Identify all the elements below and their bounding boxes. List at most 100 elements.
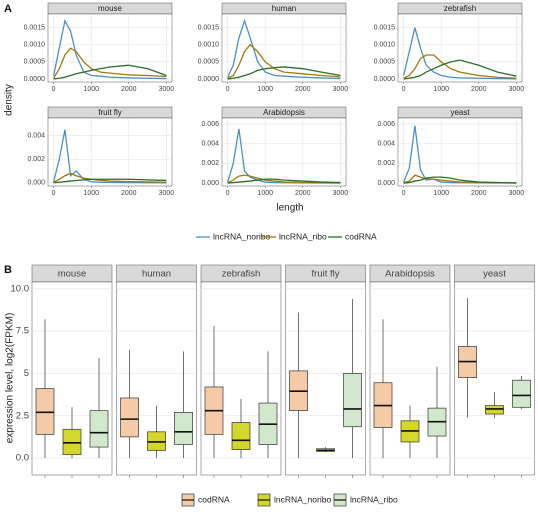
panel-label: A — [4, 3, 12, 15]
y-tick-label: 0.0005 — [198, 59, 220, 66]
strip-title: fruit fly — [312, 269, 340, 280]
x-tick-label: 1000 — [433, 190, 449, 197]
y-tick-label: 10.0 — [11, 283, 30, 294]
strip-title: fruit fly — [98, 108, 122, 117]
y-tick-label: 0.006 — [201, 121, 219, 128]
y-axis-title: density — [4, 84, 15, 116]
plot-area — [221, 117, 347, 187]
legend-label: lncRNA_ribo — [279, 231, 327, 241]
y-tick-label: 0.004 — [27, 133, 45, 140]
x-tick-label: 2000 — [295, 190, 311, 197]
x-tick-label: 0 — [226, 190, 230, 197]
y-tick-label: 0.002 — [27, 156, 45, 163]
box — [89, 410, 109, 448]
density-line — [53, 178, 167, 184]
y-tick-label: 0.000 — [377, 180, 395, 187]
density-line — [403, 176, 517, 184]
strip-title: yeast — [450, 108, 470, 117]
y-tick-label: 0.0015 — [24, 25, 46, 32]
legend-label: lncRNA_noribo — [274, 494, 331, 504]
x-tick-label: 0 — [402, 190, 406, 197]
strip-title: human — [142, 269, 171, 280]
y-tick-label: 0.0015 — [198, 25, 220, 32]
y-tick-label: 0.0005 — [374, 59, 396, 66]
y-tick-label: 0.0010 — [24, 42, 46, 49]
x-tick-label: 3000 — [509, 86, 525, 93]
density-line — [53, 47, 167, 79]
plot-area — [397, 13, 523, 83]
density-line — [403, 27, 517, 80]
y-tick-label: 0.0015 — [374, 25, 396, 32]
x-tick-label: 1000 — [257, 190, 273, 197]
box — [62, 428, 82, 456]
plot-area — [47, 117, 173, 187]
y-tick-label: 0.0010 — [374, 42, 396, 49]
y-tick-label: 0.0 — [16, 453, 29, 464]
density-line — [403, 54, 517, 79]
x-tick-label: 3000 — [509, 190, 525, 197]
box — [174, 412, 193, 445]
plot-area — [454, 281, 535, 476]
strip-title: zebrafish — [222, 269, 261, 280]
y-tick-label: 0.0005 — [24, 59, 46, 66]
y-tick-label: 0.004 — [377, 140, 395, 147]
x-tick-label: 3000 — [159, 190, 175, 197]
y-tick-label: 0.002 — [201, 160, 219, 167]
density-line — [227, 178, 341, 184]
y-tick-label: 0.006 — [377, 121, 395, 128]
y-tick-label: 0.0000 — [24, 76, 46, 83]
y-tick-label: 2.5 — [16, 410, 29, 421]
x-tick-label: 1000 — [257, 86, 273, 93]
x-tick-label: 1000 — [433, 86, 449, 93]
strip-title: yeast — [483, 269, 506, 280]
y-tick-label: 0.004 — [201, 140, 219, 147]
box — [485, 405, 504, 415]
density-line — [227, 43, 341, 79]
legend-label: lncRNA_ribo — [350, 494, 398, 504]
y-tick-label: 7.5 — [16, 326, 29, 337]
y-tick-label: 5 — [24, 368, 29, 379]
box — [35, 388, 55, 435]
x-tick-label: 1000 — [83, 86, 99, 93]
density-line — [53, 64, 167, 80]
box — [147, 431, 166, 451]
density-line — [227, 18, 341, 80]
legend-label: lncRNA_noribo — [213, 231, 270, 241]
strip-title: mouse — [98, 4, 123, 13]
strip-title: Arabidopsis — [385, 269, 435, 280]
density-line — [53, 18, 167, 80]
strip-title: mouse — [58, 269, 87, 280]
strip-title: human — [272, 4, 296, 13]
density-line — [53, 172, 167, 183]
density-line — [53, 129, 167, 184]
x-tick-label: 3000 — [333, 190, 349, 197]
x-tick-label: 2000 — [471, 86, 487, 93]
strip-title: zebrafish — [444, 4, 476, 13]
y-tick-label: 0.0000 — [198, 76, 220, 83]
x-tick-label: 0 — [52, 190, 56, 197]
y-tick-label: 0.0010 — [198, 42, 220, 49]
y-tick-label: 0.000 — [27, 180, 45, 187]
strip-title: Arabidopsis — [263, 108, 305, 117]
y-axis-title: expression level, log2(FPKM) — [5, 313, 16, 444]
x-tick-label: 1000 — [83, 190, 99, 197]
legend-label: codRNA — [345, 231, 377, 241]
x-tick-label: 2000 — [121, 86, 137, 93]
x-tick-label: 0 — [52, 86, 56, 93]
panel-label: B — [4, 264, 12, 276]
legend-label: codRNA — [198, 494, 230, 504]
box — [231, 422, 251, 450]
x-tick-label: 3000 — [159, 86, 175, 93]
y-tick-label: 0.002 — [377, 160, 395, 167]
y-tick-label: 0.0000 — [374, 76, 396, 83]
x-tick-label: 2000 — [471, 190, 487, 197]
x-tick-label: 3000 — [333, 86, 349, 93]
density-line — [403, 59, 517, 80]
x-tick-label: 2000 — [295, 86, 311, 93]
box — [512, 379, 531, 408]
x-tick-label: 0 — [226, 86, 230, 93]
box — [343, 373, 362, 428]
box — [120, 397, 139, 438]
y-tick-label: 0.000 — [201, 180, 219, 187]
